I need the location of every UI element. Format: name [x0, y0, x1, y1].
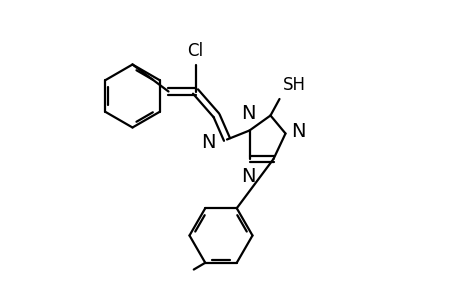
Text: Cl: Cl	[187, 42, 203, 60]
Text: SH: SH	[282, 76, 305, 94]
Text: N: N	[290, 122, 305, 142]
Text: N: N	[240, 167, 255, 185]
Text: N: N	[201, 133, 215, 152]
Text: N: N	[240, 104, 255, 123]
